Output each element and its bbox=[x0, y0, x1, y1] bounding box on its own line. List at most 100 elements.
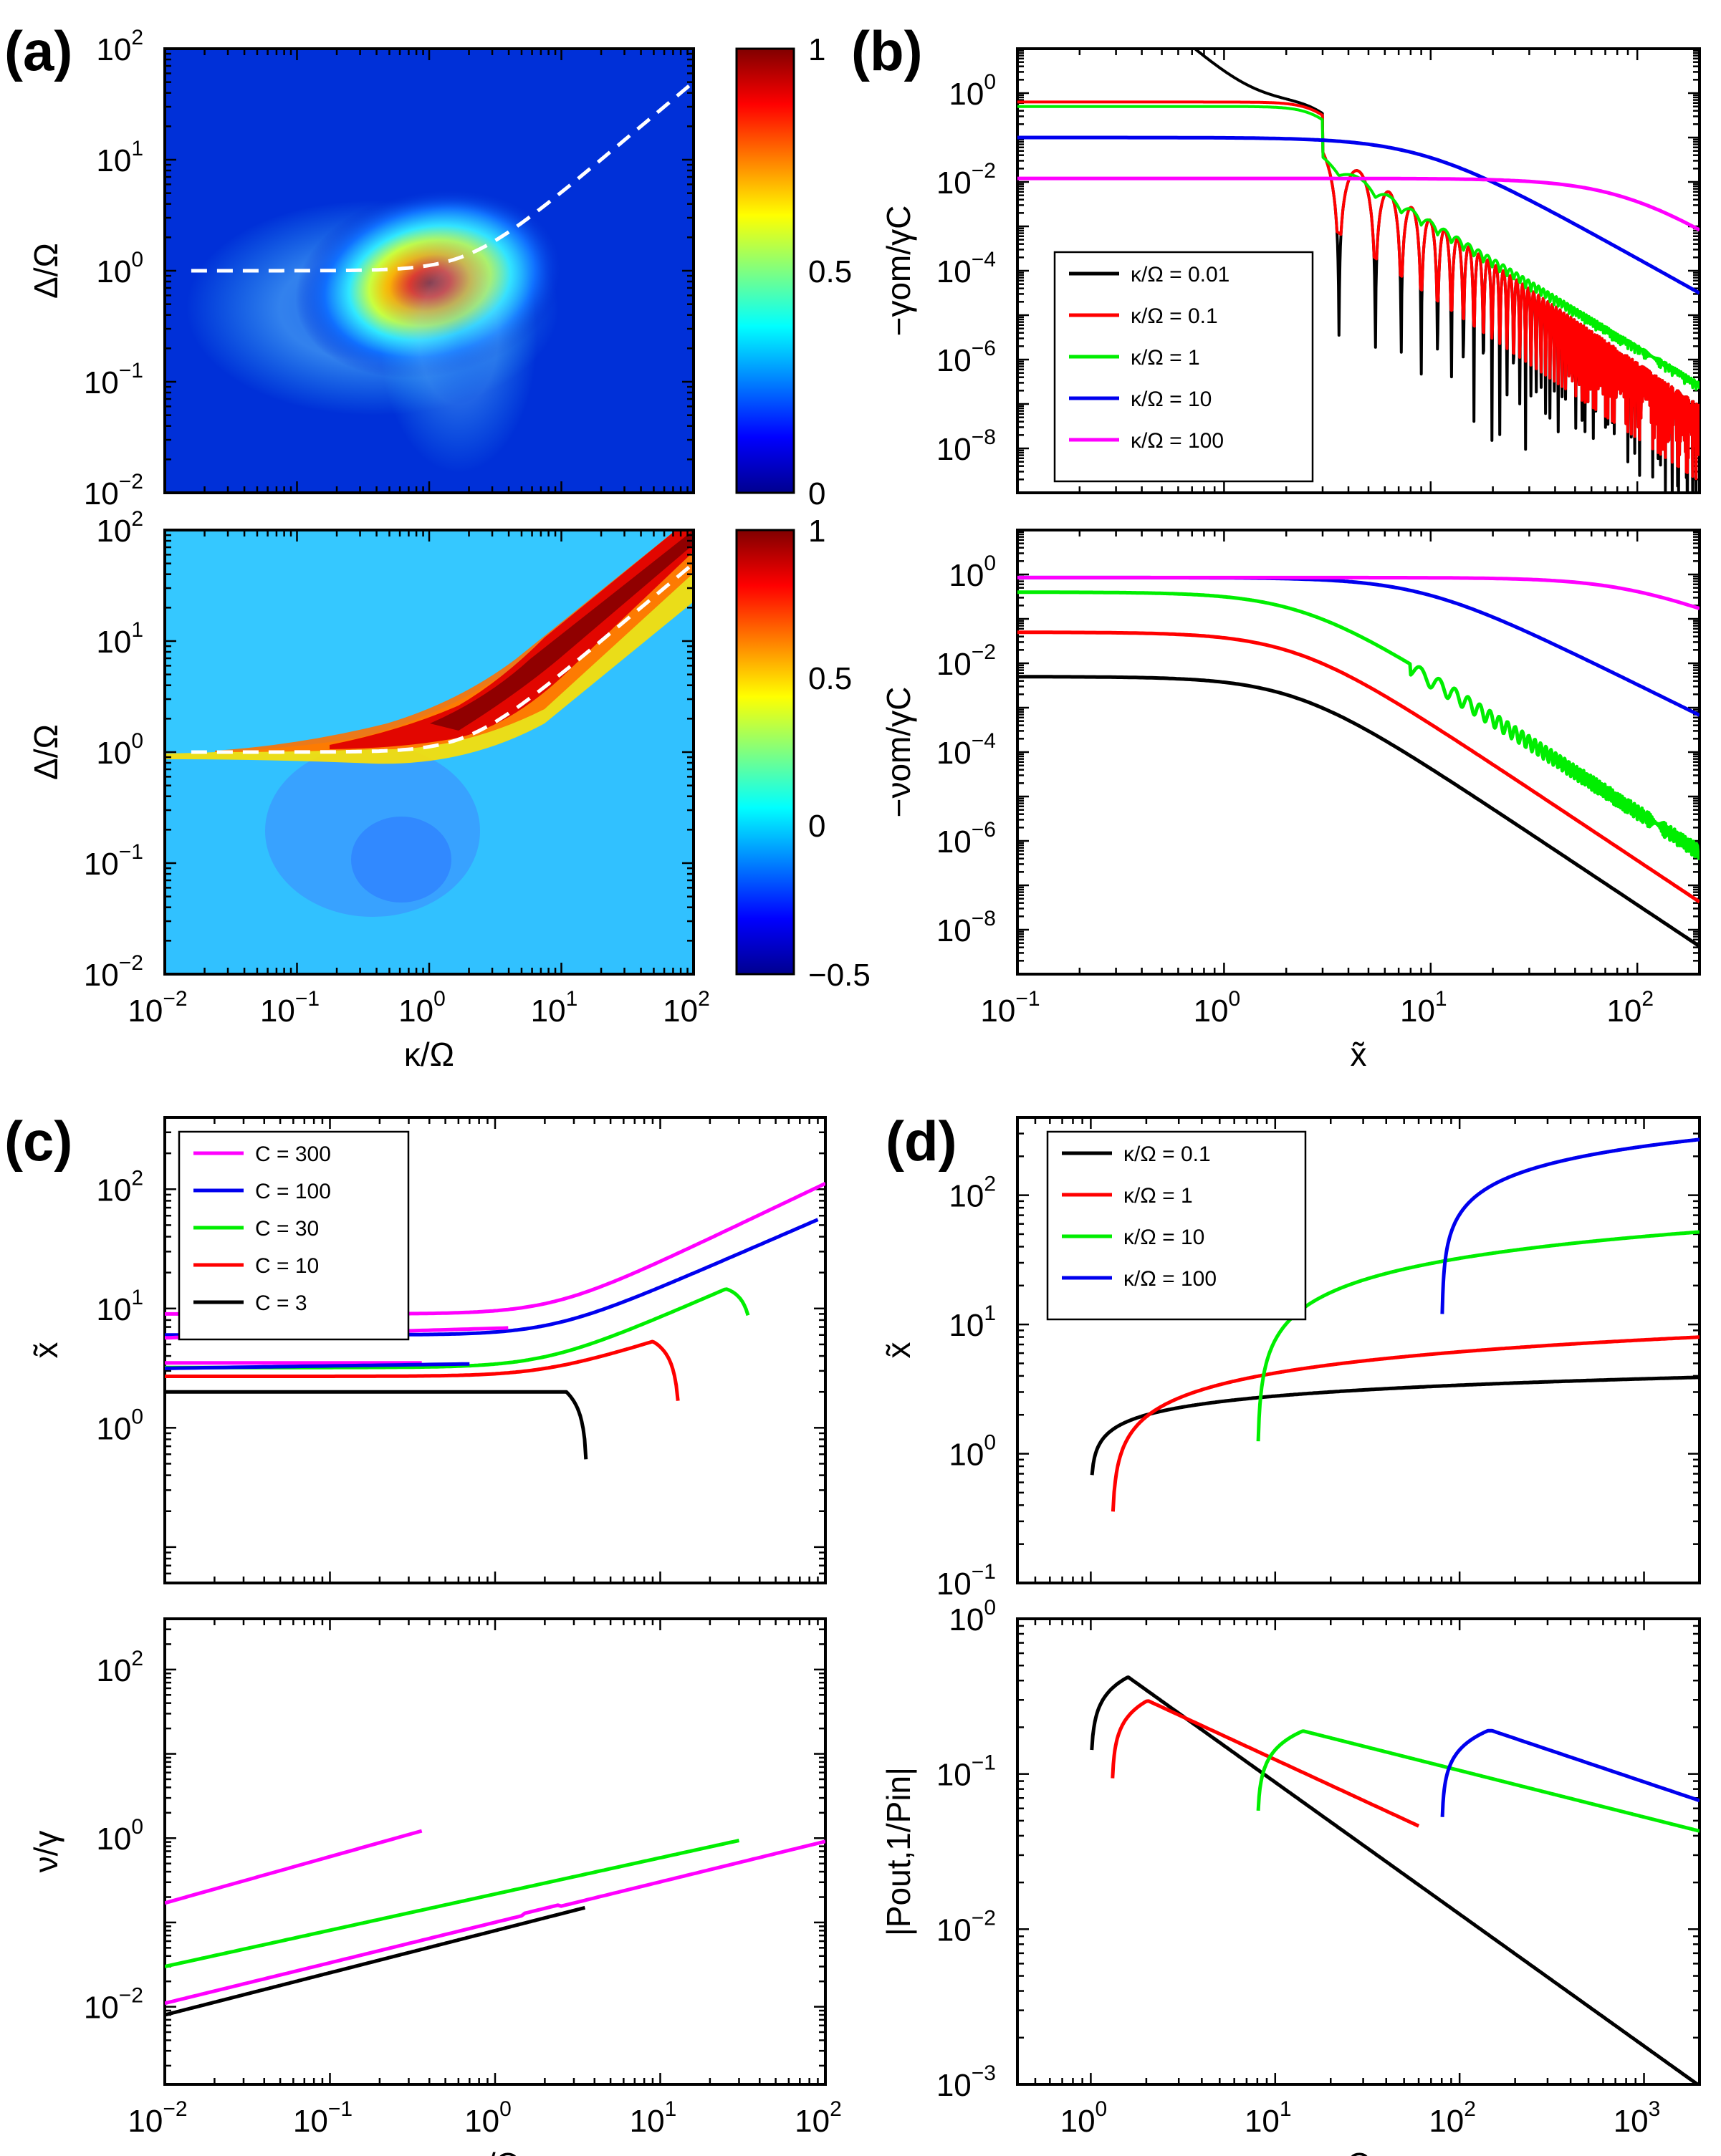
y-tick-label: 10−1 bbox=[936, 1751, 996, 1793]
tick-exponent: 1 bbox=[984, 1301, 996, 1325]
legend-entry: κ/Ω = 100 bbox=[1131, 429, 1224, 453]
tick-base: 10 bbox=[663, 993, 698, 1029]
series-layer bbox=[165, 49, 1700, 2084]
plot-frame bbox=[1016, 1617, 1701, 2086]
tick-base: 10 bbox=[84, 847, 119, 882]
y-tick-label: 102 bbox=[949, 1173, 996, 1214]
tick-exponent: 3 bbox=[1649, 2097, 1661, 2121]
tick-base: 10 bbox=[936, 736, 972, 771]
tick-exponent: −6 bbox=[972, 337, 996, 360]
tick-exponent: 2 bbox=[1464, 2097, 1476, 2121]
tick-exponent: −1 bbox=[119, 359, 143, 382]
tick-base: 10 bbox=[795, 2104, 830, 2139]
y-tick-label: 10−3 bbox=[936, 2061, 996, 2103]
y-axis-label: |Pout,1/Pin| bbox=[880, 1767, 917, 1936]
tick-base: 10 bbox=[96, 32, 131, 67]
tick-exponent: 0 bbox=[1229, 987, 1241, 1011]
x-tick-label: 10−1 bbox=[260, 987, 320, 1029]
colorbar-tick: 1 bbox=[808, 32, 825, 67]
colorbar-a-top: 1 0.5 0 bbox=[735, 32, 852, 511]
colorbar-a-bottom: 1 0.5 0 −0.5 bbox=[735, 514, 871, 993]
series-b-bottom-kappa-1 bbox=[1017, 590, 1700, 860]
y-tick-label: 102 bbox=[96, 507, 143, 549]
tick-base: 10 bbox=[128, 2104, 163, 2139]
x-axis-label: C bbox=[1346, 2146, 1370, 2156]
colorbar-tick: 0 bbox=[808, 809, 825, 844]
y-axis-label: −γom/γC bbox=[880, 206, 917, 337]
legend-layer: κ/Ω = 0.01 κ/Ω = 0.1κ/Ω = 1κ/Ω = 10κ/Ω = … bbox=[178, 251, 1314, 1341]
y-tick-label: 10−2 bbox=[936, 159, 996, 201]
tick-base: 10 bbox=[949, 1602, 984, 1637]
tick-base: 10 bbox=[96, 1821, 131, 1857]
tick-exponent: 1 bbox=[131, 618, 143, 642]
y-tick-label: 10−1 bbox=[84, 359, 143, 400]
tick-base: 10 bbox=[936, 647, 972, 682]
tick-exponent: −2 bbox=[119, 1984, 143, 2008]
plot-frame bbox=[1016, 1116, 1701, 1584]
tick-exponent: 0 bbox=[984, 1596, 996, 1620]
legend-entry: κ/Ω = 10 bbox=[1131, 388, 1212, 411]
series-d-bottom-kappa-1 bbox=[1111, 1699, 1420, 1828]
legend-c_top: C = 300 C = 100 C = 30 C = 10 C = 3 bbox=[178, 1130, 410, 1341]
tick-exponent: −6 bbox=[972, 818, 996, 842]
tick-base: 10 bbox=[936, 343, 972, 378]
tick-base: 10 bbox=[96, 1653, 131, 1688]
tick-exponent: −2 bbox=[163, 2097, 187, 2121]
axes-layer: 10210110010−110−2Δ/Ω10210110010−110−210−… bbox=[27, 26, 1701, 2156]
y-axis-label: Δ/Ω bbox=[27, 724, 64, 780]
x-tick-label: 101 bbox=[1245, 2097, 1292, 2139]
x-axis-label: κ/Ω bbox=[470, 2146, 520, 2156]
tick-exponent: −2 bbox=[119, 951, 143, 975]
legend-entry: C = 100 bbox=[255, 1180, 331, 1203]
tick-base: 10 bbox=[84, 365, 119, 400]
tick-exponent: 1 bbox=[1280, 2097, 1292, 2121]
y-tick-label: 100 bbox=[96, 248, 143, 289]
legend-entry: κ/Ω = 0.01 bbox=[1131, 263, 1229, 287]
y-tick-label: 10−2 bbox=[936, 1906, 996, 1948]
legend-entry: κ/Ω = 0.1 bbox=[1123, 1142, 1211, 1166]
series-b-bottom-kappa-0.01 bbox=[1017, 675, 1700, 948]
heatmap-a-bottom bbox=[163, 529, 695, 976]
tick-exponent: −2 bbox=[972, 159, 996, 183]
y-axis-label: x̃ bbox=[880, 1342, 917, 1359]
y-tick-label: 100 bbox=[96, 1405, 143, 1446]
tick-exponent: −1 bbox=[119, 840, 143, 864]
tick-base: 10 bbox=[84, 476, 119, 511]
tick-exponent: −1 bbox=[972, 1751, 996, 1775]
tick-base: 10 bbox=[936, 165, 972, 201]
tick-exponent: 1 bbox=[665, 2097, 677, 2121]
tick-base: 10 bbox=[949, 77, 984, 112]
y-tick-label: 10−4 bbox=[936, 729, 996, 771]
tick-base: 10 bbox=[1060, 2104, 1096, 2139]
tick-exponent: −2 bbox=[972, 640, 996, 664]
tick-exponent: 0 bbox=[499, 2097, 512, 2121]
tick-exponent: 0 bbox=[131, 1815, 143, 1839]
x-tick-label: 102 bbox=[795, 2097, 842, 2139]
series-c-top-C-3 bbox=[165, 1390, 588, 1460]
series-d-bottom-kappa-0.1 bbox=[1090, 1675, 1700, 2084]
tick-exponent: −3 bbox=[972, 2061, 996, 2085]
tick-base: 10 bbox=[84, 958, 119, 993]
tick-exponent: 1 bbox=[131, 1286, 143, 1309]
tick-exponent: −1 bbox=[972, 1560, 996, 1584]
tick-base: 10 bbox=[936, 1567, 972, 1602]
x-tick-label: 100 bbox=[464, 2097, 512, 2139]
series-b-top-kappa-10 bbox=[1017, 135, 1700, 295]
series-d-bottom-kappa-100 bbox=[1440, 1728, 1700, 1817]
y-tick-label: 100 bbox=[949, 1596, 996, 1637]
tick-exponent: 1 bbox=[131, 137, 143, 160]
tick-base: 10 bbox=[96, 1292, 131, 1327]
y-tick-label: 100 bbox=[949, 1431, 996, 1473]
legend-entry: C = 30 bbox=[255, 1217, 319, 1241]
y-tick-label: 10−4 bbox=[936, 248, 996, 289]
plot-frame bbox=[1016, 529, 1701, 976]
tick-base: 10 bbox=[398, 993, 433, 1029]
legend-d_top: κ/Ω = 0.1 κ/Ω = 1 κ/Ω = 10 κ/Ω = 100 bbox=[1046, 1130, 1307, 1321]
y-tick-label: 101 bbox=[96, 618, 143, 660]
x-tick-label: 102 bbox=[1429, 2097, 1476, 2139]
x-tick-label: 102 bbox=[663, 987, 710, 1029]
colorbar-tick: 1 bbox=[808, 514, 825, 549]
tick-base: 10 bbox=[260, 993, 295, 1029]
y-tick-label: 10−8 bbox=[936, 425, 996, 467]
tick-exponent: 2 bbox=[830, 2097, 842, 2121]
